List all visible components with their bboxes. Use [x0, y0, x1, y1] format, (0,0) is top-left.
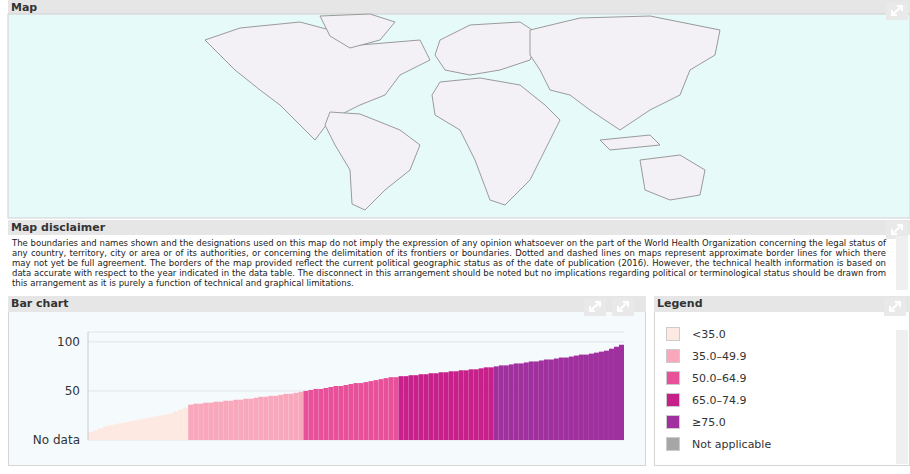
svg-text:No data: No data — [33, 433, 80, 447]
html-text:35.0–49.9: 35.0–49.9 — [692, 349, 747, 363]
svg-text:100: 100 — [57, 335, 80, 349]
html-text:≥75.0: ≥75.0 — [692, 415, 726, 429]
svg-text:50: 50 — [65, 384, 80, 398]
html-text:Not applicable: Not applicable — [692, 437, 772, 451]
html-text:50.0–64.9: 50.0–64.9 — [692, 371, 747, 385]
html-text:Map: Map — [11, 1, 38, 14]
html-text:The boundaries and names shown: The boundaries and names shown and the d… — [12, 238, 886, 288]
html-text:Bar chart: Bar chart — [11, 297, 69, 310]
html-text:Legend: Legend — [657, 297, 703, 310]
html-text:<35.0: <35.0 — [692, 327, 726, 341]
html-text:Map disclaimer: Map disclaimer — [11, 221, 106, 234]
html-text:65.0–74.9: 65.0–74.9 — [692, 393, 747, 407]
